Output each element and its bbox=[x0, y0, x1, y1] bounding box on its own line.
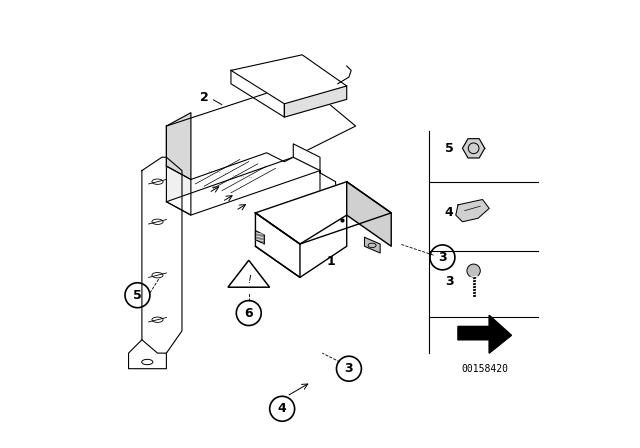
Text: 4: 4 bbox=[278, 402, 287, 415]
Polygon shape bbox=[347, 182, 391, 246]
Polygon shape bbox=[255, 213, 347, 277]
Polygon shape bbox=[166, 113, 191, 180]
Text: 4: 4 bbox=[445, 207, 454, 220]
Text: 1: 1 bbox=[327, 255, 335, 268]
Polygon shape bbox=[166, 157, 320, 215]
Polygon shape bbox=[166, 166, 191, 215]
Text: 00158420: 00158420 bbox=[461, 364, 508, 374]
Polygon shape bbox=[458, 315, 511, 353]
Text: 3: 3 bbox=[438, 251, 447, 264]
Text: 6: 6 bbox=[244, 306, 253, 319]
Polygon shape bbox=[255, 182, 391, 244]
Polygon shape bbox=[463, 139, 484, 158]
Text: 5: 5 bbox=[133, 289, 142, 302]
Polygon shape bbox=[365, 237, 380, 253]
Polygon shape bbox=[255, 231, 264, 244]
Text: 5: 5 bbox=[445, 142, 454, 155]
Polygon shape bbox=[284, 86, 347, 117]
Polygon shape bbox=[255, 213, 300, 277]
Polygon shape bbox=[456, 199, 489, 222]
Text: 2: 2 bbox=[200, 90, 209, 103]
Text: 3: 3 bbox=[445, 276, 453, 289]
Text: !: ! bbox=[247, 275, 251, 284]
Polygon shape bbox=[166, 82, 356, 180]
Text: 3: 3 bbox=[344, 362, 353, 375]
Polygon shape bbox=[293, 144, 335, 202]
Polygon shape bbox=[231, 55, 347, 104]
Circle shape bbox=[467, 264, 480, 277]
